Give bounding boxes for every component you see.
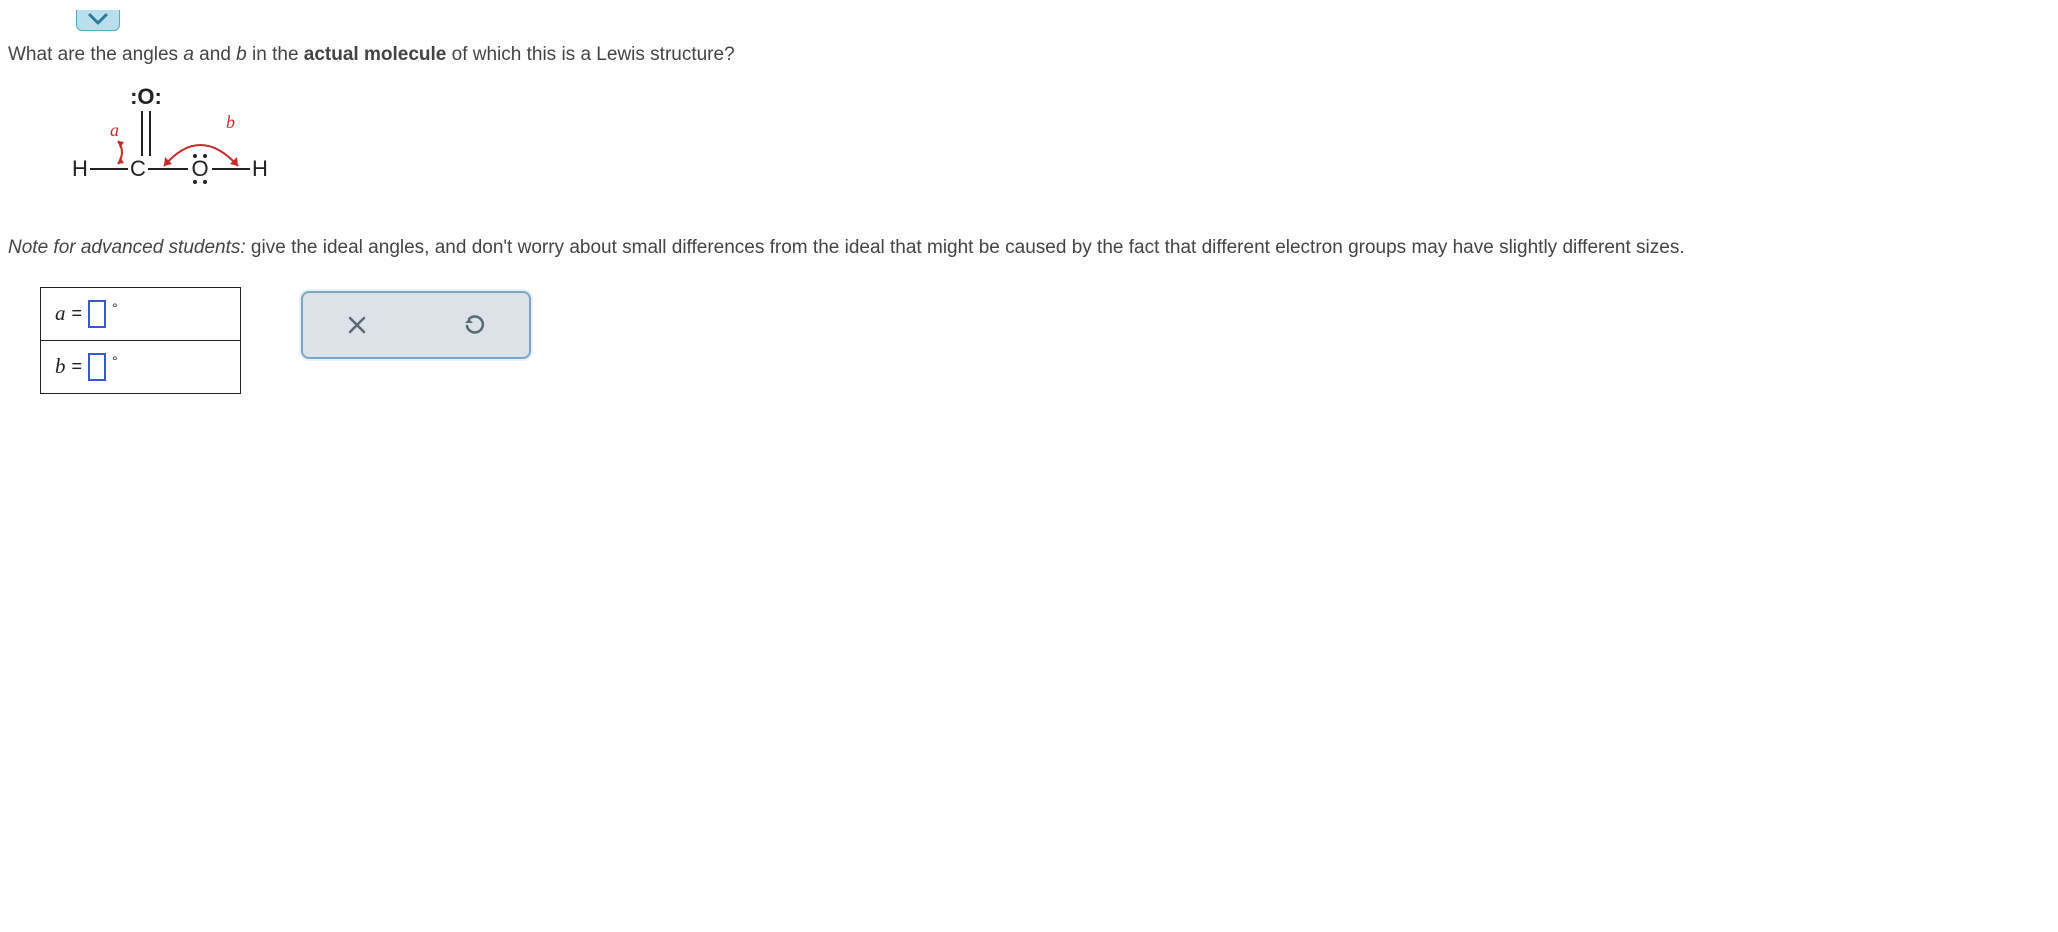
atom-c: C bbox=[130, 156, 146, 181]
label-a: a bbox=[110, 120, 119, 140]
angle-a-arc: a bbox=[110, 120, 124, 164]
q-mid2: in the bbox=[247, 44, 304, 65]
input-a[interactable] bbox=[88, 300, 106, 328]
deg-a: ° bbox=[112, 300, 118, 316]
var-a: a bbox=[55, 301, 66, 326]
lewis-structure-diagram: H C O H :O: a b bbox=[0, 76, 2058, 231]
q-pre: What are the angles bbox=[8, 44, 183, 65]
q-mid1: and bbox=[194, 44, 236, 65]
close-icon bbox=[346, 314, 368, 336]
deg-b: ° bbox=[112, 353, 118, 369]
answer-cell-a: a = ° bbox=[41, 287, 241, 340]
q-bold: actual molecule bbox=[304, 44, 447, 65]
eq-a: = bbox=[72, 303, 83, 324]
toolbar bbox=[301, 291, 531, 359]
eq-b: = bbox=[72, 356, 83, 377]
note-text: Note for advanced students: give the ide… bbox=[0, 231, 2058, 275]
clear-button[interactable] bbox=[343, 311, 371, 339]
question-text: What are the angles a and b in the actua… bbox=[0, 40, 2058, 76]
note-lead: Note for advanced students: bbox=[8, 237, 246, 258]
q-a: a bbox=[183, 44, 194, 65]
q-post: of which this is a Lewis structure? bbox=[446, 44, 734, 65]
q-b: b bbox=[236, 44, 247, 65]
undo-icon bbox=[463, 313, 487, 337]
label-b: b bbox=[226, 112, 235, 132]
reset-button[interactable] bbox=[461, 311, 489, 339]
input-b[interactable] bbox=[88, 353, 106, 381]
answer-cell-b: b = ° bbox=[41, 340, 241, 393]
var-b: b bbox=[55, 354, 66, 379]
chevron-down-icon bbox=[87, 12, 109, 26]
atom-o-right: O bbox=[191, 156, 208, 181]
hint-toggle[interactable] bbox=[76, 10, 120, 31]
atom-h1: H bbox=[72, 156, 88, 181]
atom-o-top: :O: bbox=[130, 86, 162, 109]
note-body: give the ideal angles, and don't worry a… bbox=[246, 237, 1685, 258]
answer-table: a = ° b = ° bbox=[40, 287, 241, 394]
atom-h2: H bbox=[252, 156, 268, 181]
